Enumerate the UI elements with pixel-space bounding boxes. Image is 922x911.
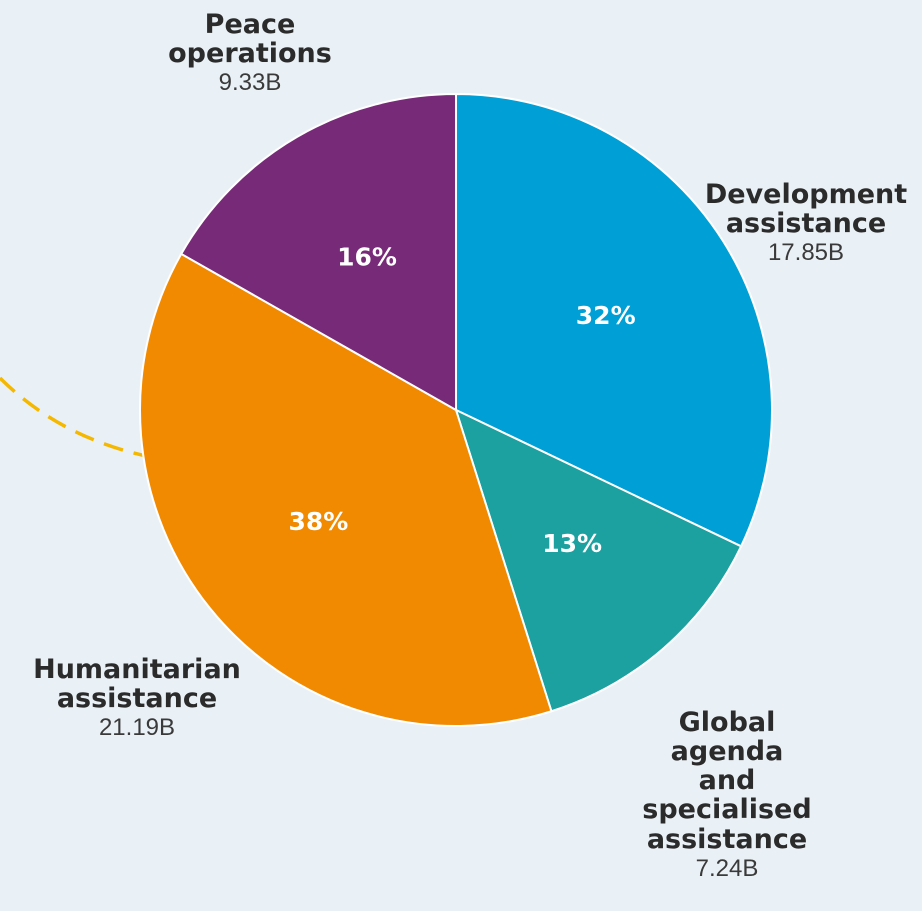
- label-global-agenda-name: Global agenda and specialised assistance: [642, 707, 812, 855]
- pie-slice-peace-operations: [180, 93, 457, 411]
- pie-slice-global-agenda-and-specialised-assistance: [455, 409, 743, 713]
- label-peace-operations-name: Peace operations: [168, 9, 332, 70]
- label-development-assistance-value: 17.85B: [767, 239, 845, 267]
- label-peace-operations: Peace operations 9.33B: [140, 10, 360, 96]
- pie-slice-humanitarian-assistance: [139, 252, 553, 727]
- label-humanitarian-assistance: Humanitarian assistance 21.19B: [12, 655, 262, 741]
- label-humanitarian-assistance-value: 21.19B: [98, 714, 176, 742]
- pie-percent-label: 32%: [576, 301, 636, 330]
- pie-slice-development-assistance: [455, 93, 773, 548]
- label-humanitarian-assistance-name: Humanitarian assistance: [33, 654, 241, 715]
- label-peace-operations-value: 9.33B: [218, 69, 282, 97]
- pie-percent-label: 16%: [337, 243, 397, 272]
- label-development-assistance: Development assistance 17.85B: [690, 180, 922, 266]
- label-development-assistance-name: Development assistance: [704, 179, 908, 240]
- label-global-agenda-value: 7.24B: [695, 854, 759, 882]
- label-global-agenda: Global agenda and specialised assistance…: [612, 708, 842, 882]
- pie-percent-label: 13%: [542, 529, 602, 558]
- pie-percent-label: 38%: [289, 507, 349, 536]
